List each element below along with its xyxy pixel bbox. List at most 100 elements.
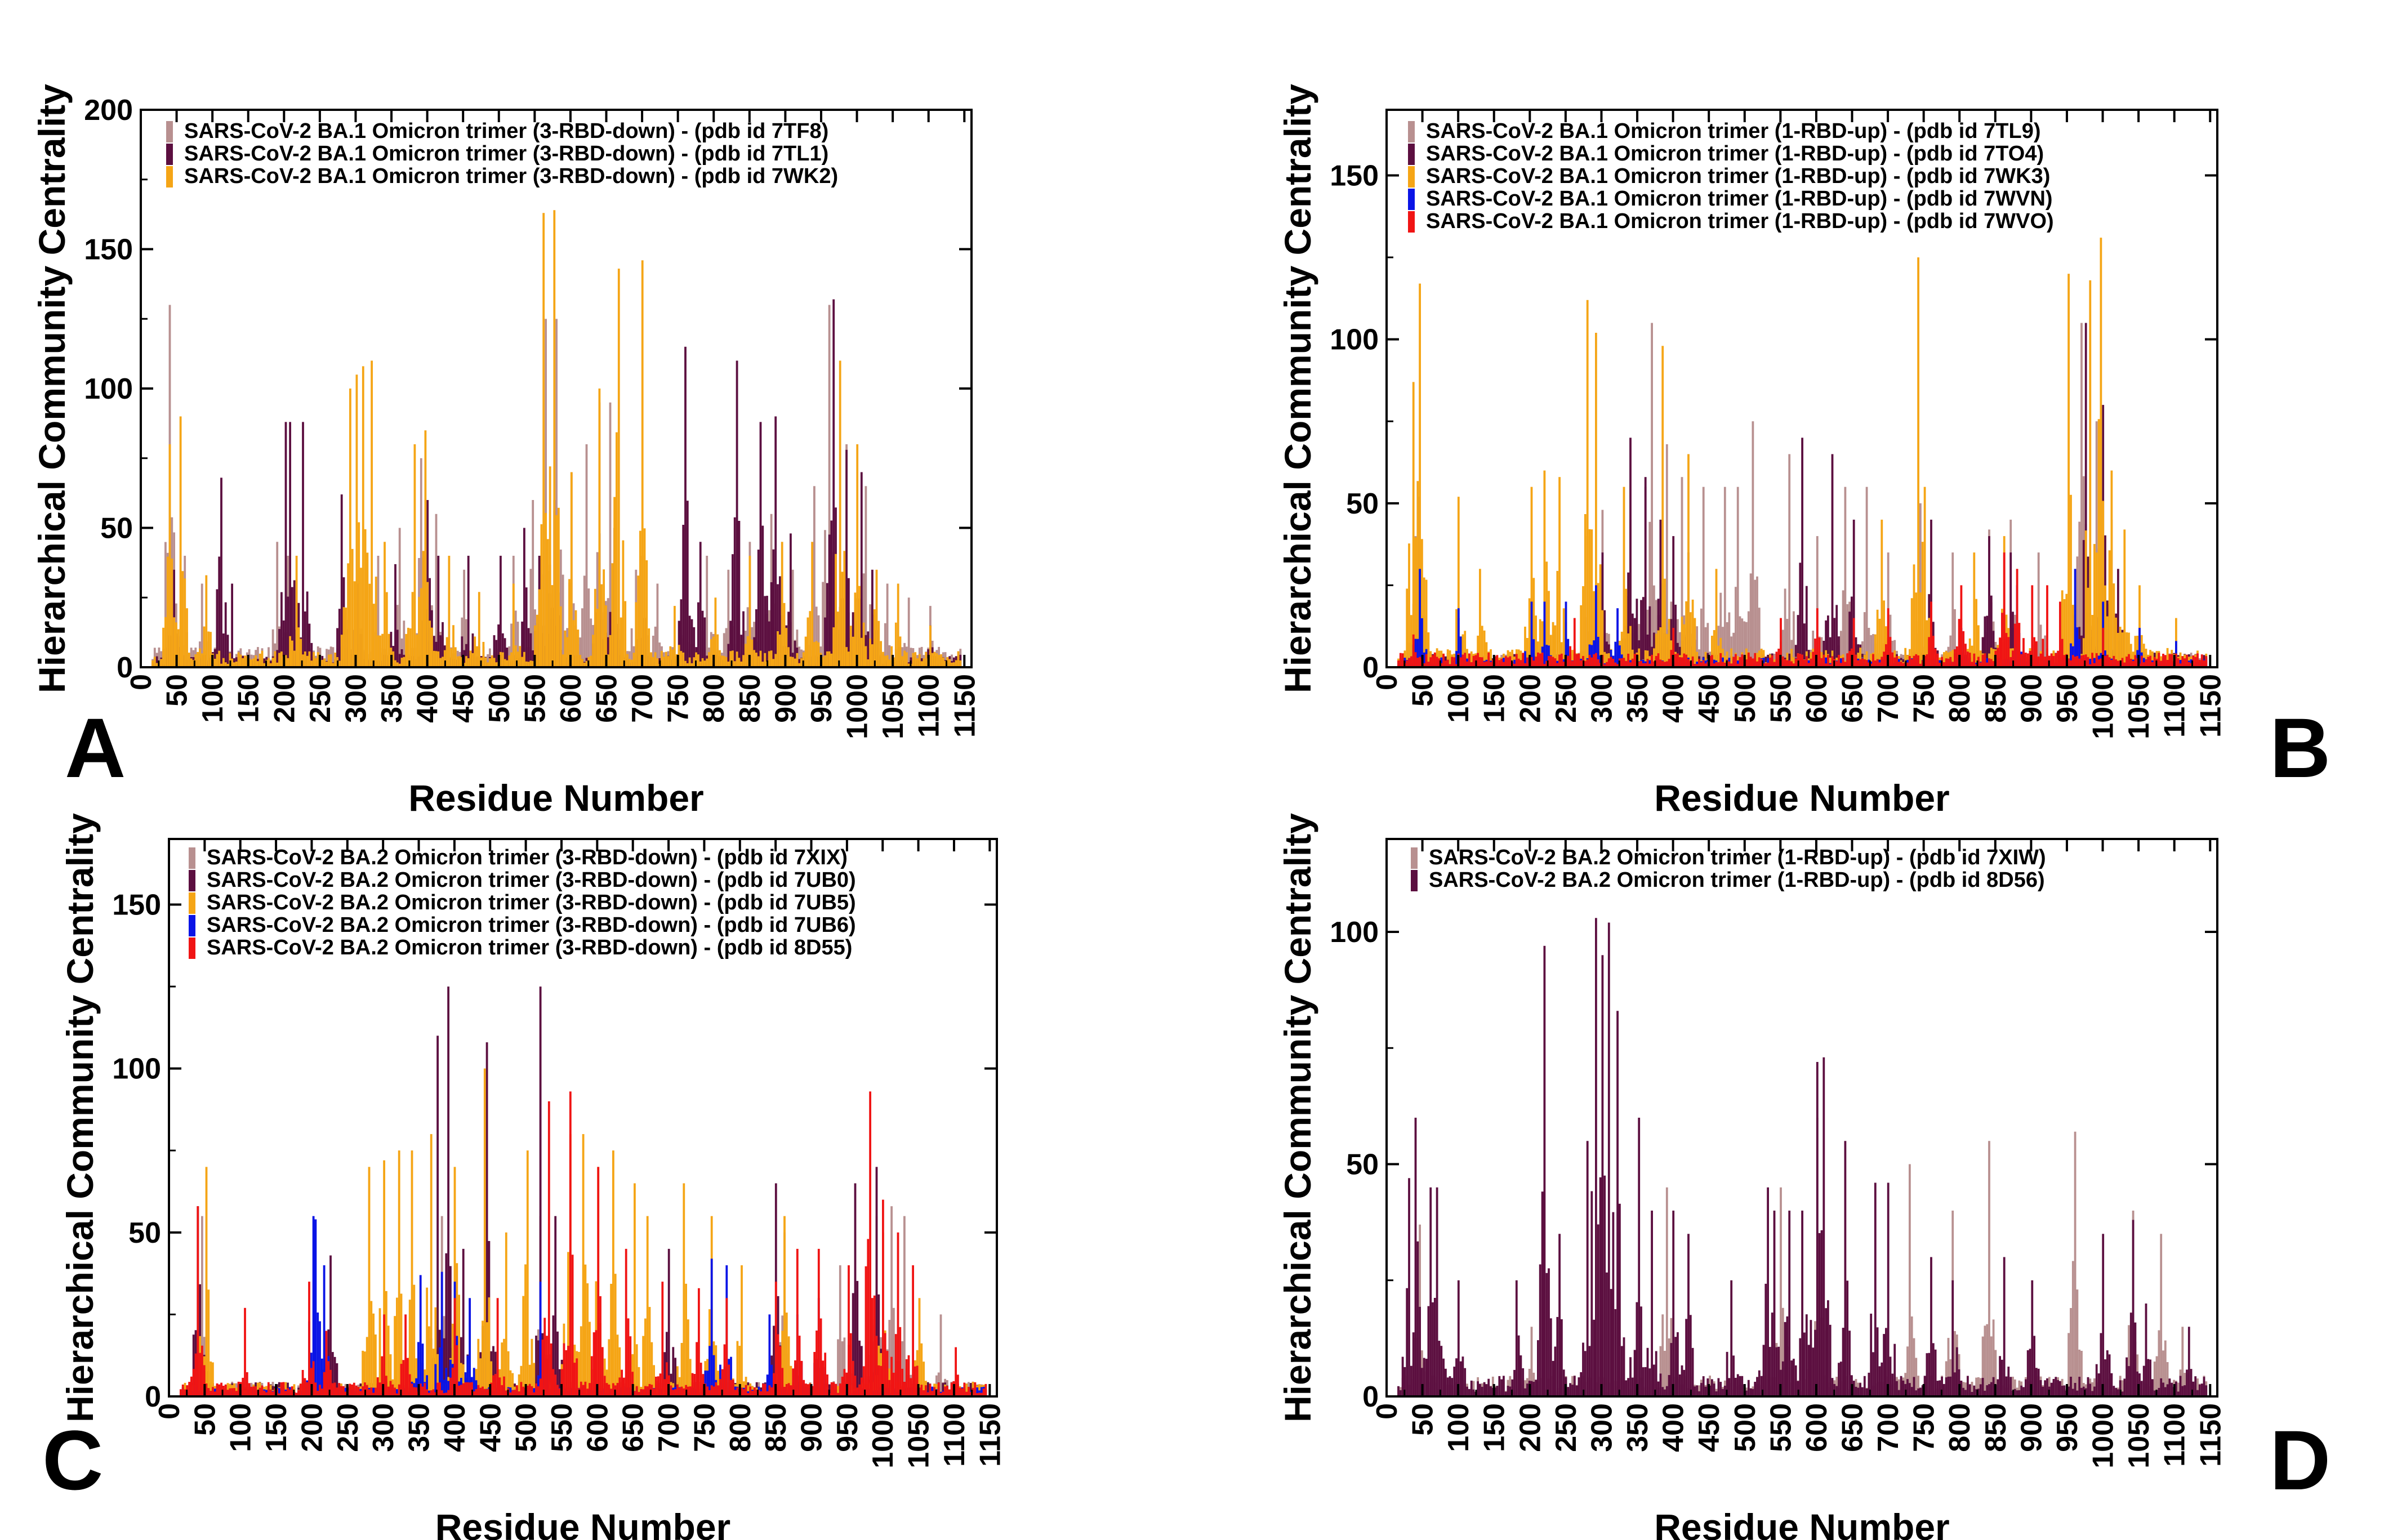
bar [1416, 481, 1419, 667]
bar [2153, 657, 2156, 667]
bar [503, 659, 506, 667]
bar [757, 550, 760, 667]
bar [1696, 626, 1699, 667]
bar [396, 662, 399, 667]
bar [1683, 624, 1686, 667]
bar [656, 658, 659, 667]
bar [1917, 655, 1919, 667]
bar [394, 564, 396, 667]
bar [1515, 654, 1518, 667]
bar [1429, 657, 1432, 667]
bar [284, 1391, 287, 1396]
bar [570, 472, 573, 667]
bar [460, 1385, 462, 1396]
bar [226, 635, 229, 667]
bar [873, 609, 876, 667]
x-tick-label: 700 [1872, 674, 1905, 723]
bar [2070, 494, 2072, 667]
bar [1728, 612, 1731, 667]
bar [1704, 651, 1707, 667]
bar [291, 1386, 293, 1396]
bar [1909, 656, 1911, 667]
bar [865, 486, 867, 668]
bar [2200, 654, 2203, 667]
bar [736, 1341, 739, 1396]
bar [488, 1297, 491, 1396]
bar [612, 1383, 614, 1396]
bar [2044, 657, 2047, 667]
bar [340, 1386, 342, 1396]
bar [261, 1385, 264, 1396]
bar [180, 1389, 182, 1396]
bar [1930, 601, 1932, 667]
bar [451, 1323, 454, 1396]
bar [1543, 664, 1546, 667]
bar [370, 1301, 373, 1396]
bar [186, 608, 188, 667]
bar [761, 662, 764, 667]
bar [261, 650, 264, 667]
bar [233, 662, 235, 667]
bar [2070, 660, 2072, 667]
bar [824, 617, 826, 667]
bar [304, 611, 306, 667]
bar [1665, 633, 1668, 667]
bar [828, 534, 831, 667]
bar [384, 542, 386, 668]
bar [1917, 257, 1919, 668]
bar [344, 1391, 347, 1396]
bar [822, 657, 824, 667]
bar [501, 652, 504, 667]
bar [1543, 601, 1546, 667]
bar [564, 630, 567, 667]
bar [493, 658, 496, 667]
bar [1410, 615, 1412, 667]
bar [529, 569, 532, 667]
bar [511, 1390, 514, 1396]
bar [409, 628, 412, 667]
bar [1659, 627, 1662, 667]
bar [473, 1368, 475, 1396]
bar [443, 1338, 445, 1396]
bar [565, 1350, 568, 1396]
bar [282, 620, 285, 667]
bar [1668, 619, 1670, 667]
bar [781, 1331, 784, 1396]
bar [701, 658, 704, 667]
bar [1685, 654, 1687, 667]
bar [2140, 635, 2143, 667]
bar [291, 640, 293, 667]
bar [201, 1345, 203, 1396]
bar [465, 656, 467, 667]
x-tick-label: 0 [125, 674, 158, 690]
bar [1425, 654, 1428, 667]
bar [1427, 662, 1430, 667]
bar [540, 524, 543, 667]
bar [237, 652, 240, 667]
bar [235, 661, 238, 667]
bar [2108, 657, 2111, 667]
bar [688, 657, 691, 667]
bar [1610, 657, 1612, 667]
bar [1926, 654, 1928, 667]
bar [626, 654, 629, 667]
bar [738, 521, 741, 667]
bar [738, 658, 741, 667]
bar [381, 633, 384, 667]
x-tick-label: 650 [591, 674, 623, 723]
bar [496, 1298, 499, 1396]
bar [2205, 656, 2208, 667]
bar [415, 1387, 417, 1396]
bar [1593, 591, 1595, 667]
x-tick-label: 1100 [2159, 674, 2191, 738]
bar [1535, 657, 1537, 667]
bar [926, 1382, 929, 1396]
bar [1758, 657, 1761, 667]
bar [1833, 618, 1836, 667]
x-tick-label: 550 [1764, 674, 1797, 723]
bar [507, 1351, 510, 1396]
bar [2065, 593, 2068, 667]
bar [1532, 639, 1535, 667]
bar [359, 1391, 362, 1396]
bar [1548, 656, 1550, 667]
